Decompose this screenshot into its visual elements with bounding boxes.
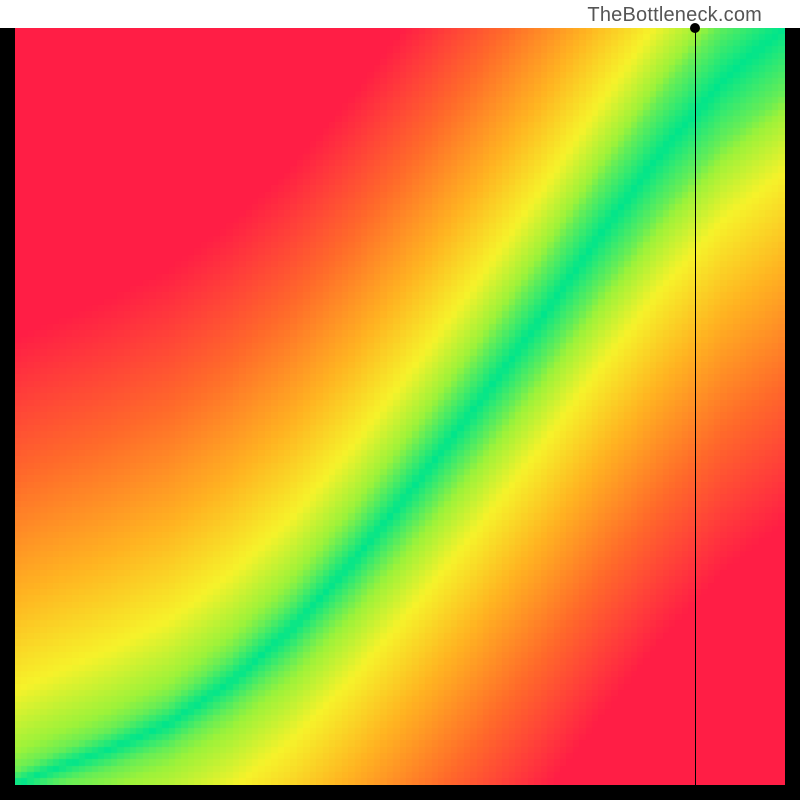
watermark-text: TheBottleneck.com — [587, 4, 762, 27]
vertical-reference-marker — [690, 23, 700, 33]
figure-root: TheBottleneck.com — [0, 0, 800, 800]
plot-inner — [15, 28, 785, 785]
plot-frame — [0, 28, 800, 800]
vertical-reference-line — [695, 28, 696, 785]
